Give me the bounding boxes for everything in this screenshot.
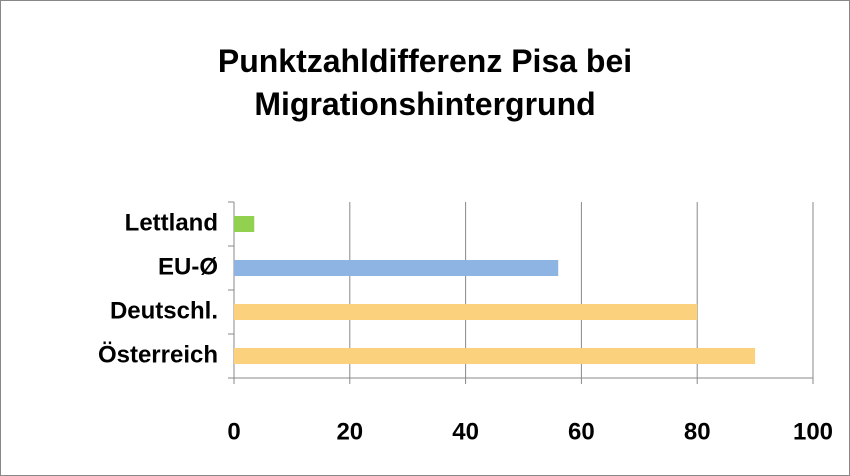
x-tick-label: 60 [568, 418, 595, 445]
bar [234, 216, 255, 232]
x-tick-label: 100 [793, 418, 833, 445]
bar [234, 304, 698, 320]
x-tick-label: 40 [452, 418, 479, 445]
x-tick-label: 80 [684, 418, 711, 445]
x-tick-label: 0 [227, 418, 240, 445]
y-tick-label: EU-Ø [158, 253, 218, 280]
y-tick-label: Deutschl. [110, 297, 218, 324]
y-tick-label: Österreich [98, 341, 218, 368]
bar [234, 260, 559, 276]
bar [234, 348, 756, 364]
x-tick-label: 20 [336, 418, 363, 445]
y-tick-label: Lettland [125, 209, 218, 236]
chart-title: Punktzahldifferenz Pisa bei Migrationshi… [217, 43, 633, 122]
